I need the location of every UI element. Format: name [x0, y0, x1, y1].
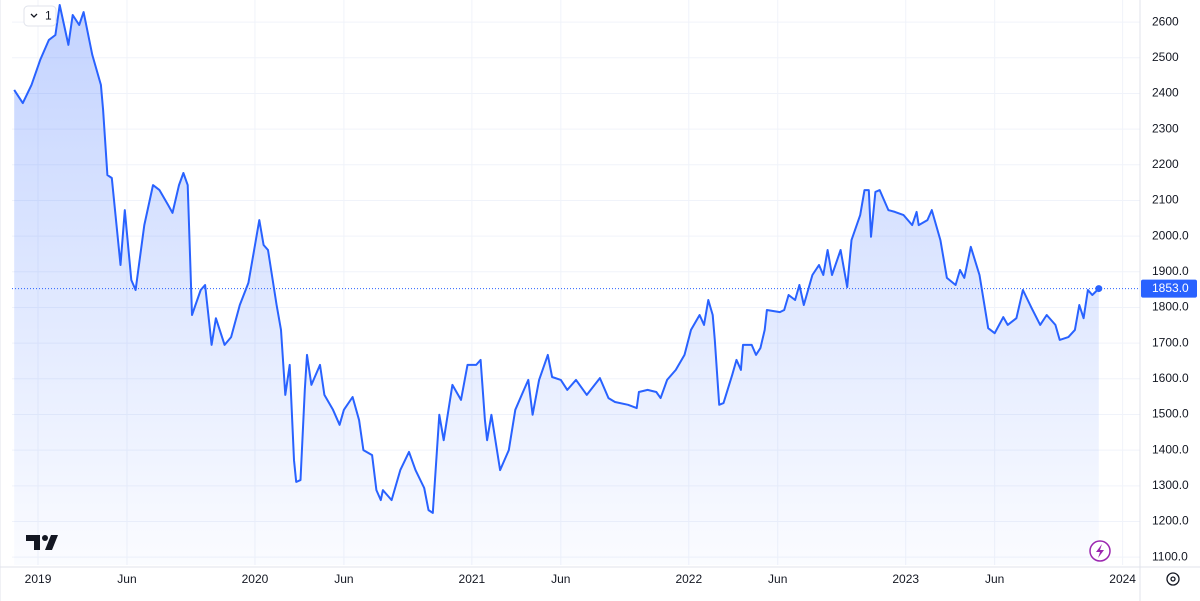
y-tick-label: 1200.0 — [1152, 514, 1189, 528]
x-tick-label: 2023 — [892, 572, 919, 586]
y-tick-label: 1400.0 — [1152, 442, 1189, 456]
y-tick-label: 1600.0 — [1152, 371, 1189, 385]
y-tick-label: 2000.0 — [1152, 228, 1189, 242]
price-line — [13, 4, 1100, 514]
x-tick-label: 2022 — [675, 572, 702, 586]
lightning-button[interactable] — [1089, 540, 1111, 562]
plot — [12, 4, 1140, 565]
y-tick-label: 2200 — [1152, 157, 1179, 171]
x-tick-label: 2024 — [1109, 572, 1136, 586]
x-tick-label: 2021 — [459, 572, 486, 586]
y-tick-label: 1100.0 — [1152, 549, 1188, 563]
interval-label: 1 — [45, 9, 52, 23]
last-price-label: 1853.0 — [1152, 281, 1189, 295]
settings-button[interactable] — [1166, 572, 1180, 586]
logo — [26, 535, 58, 550]
x-tick-label: 2019 — [25, 572, 52, 586]
last-point — [1095, 285, 1103, 293]
y-tick-label: 1800.0 — [1152, 300, 1189, 314]
chevron — [30, 13, 38, 18]
x-tick-label: Jun — [768, 572, 787, 586]
y-tick-label: 2400 — [1152, 86, 1179, 100]
y-tick-label: 1300.0 — [1152, 478, 1189, 492]
x-tick-label: 2020 — [242, 572, 269, 586]
interval-button[interactable]: 1 — [23, 5, 57, 27]
x-tick-label: Jun — [985, 572, 1004, 586]
y-tick-label: 2500 — [1152, 50, 1179, 64]
last-price-box — [1141, 279, 1197, 298]
y-tick-label: 1900.0 — [1152, 264, 1189, 278]
x-tick-label: Jun — [334, 572, 353, 586]
y-tick-label: 2300 — [1152, 121, 1179, 135]
y-tick-label: 1700.0 — [1152, 335, 1189, 349]
x-tick-label: Jun — [117, 572, 136, 586]
x-tick-label: Jun — [551, 572, 570, 586]
area — [14, 5, 1099, 565]
y-tick-label: 1500.0 — [1152, 407, 1189, 421]
y-tick-label: 2100 — [1152, 193, 1179, 207]
y-tick-label: 2600 — [1152, 14, 1179, 28]
